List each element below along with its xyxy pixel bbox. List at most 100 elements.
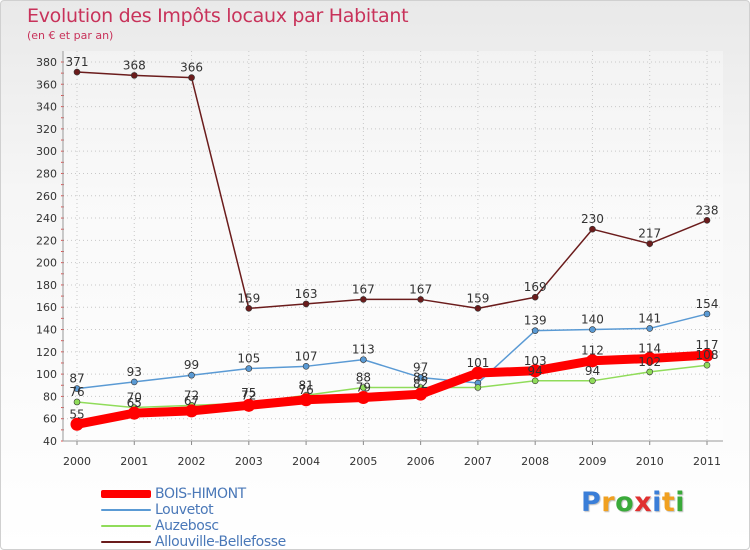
data-label-auzebosc: 88 — [413, 370, 428, 384]
data-point-bois-himont — [643, 352, 657, 366]
data-point-bois-himont — [700, 348, 714, 362]
data-label-louvetot: 99 — [184, 358, 199, 372]
data-point-louvetot — [531, 327, 539, 334]
data-label-bois-himont: 67 — [184, 394, 199, 408]
data-label-auzebosc: 108 — [696, 348, 719, 362]
data-label-auzebosc: 81 — [298, 378, 313, 392]
data-label-bois-himont: 55 — [69, 407, 84, 421]
y-tick-label: 360 — [36, 78, 57, 91]
chart-subtitle: (en € et par an) — [27, 29, 114, 42]
y-tick-label: 240 — [36, 212, 57, 225]
logo-letter: i — [675, 487, 686, 518]
data-label-bois-himont: 117 — [696, 338, 719, 352]
data-label-louvetot: 141 — [638, 311, 661, 325]
data-point-auzebosc — [474, 384, 482, 391]
data-label-allouville-bellefosse: 368 — [123, 58, 146, 72]
legend-label-allouville-bellefosse: Allouville-Bellefosse — [155, 534, 286, 550]
data-label-allouville-bellefosse: 163 — [295, 287, 318, 301]
x-tick-label: 2006 — [407, 455, 435, 468]
data-label-allouville-bellefosse: 217 — [638, 227, 661, 241]
data-label-louvetot: 97 — [413, 360, 428, 374]
data-point-louvetot — [302, 363, 310, 370]
data-label-allouville-bellefosse: 159 — [237, 291, 260, 305]
data-label-auzebosc: 70 — [127, 391, 142, 405]
data-point-bois-himont — [585, 354, 599, 368]
y-tick-label: 80 — [43, 390, 57, 403]
data-point-allouville-bellefosse — [360, 296, 367, 303]
data-point-bois-himont — [242, 398, 256, 412]
chart-title: Evolution des Impôts locaux par Habitant — [27, 5, 409, 27]
legend-item-bois-himont: BOIS-HIMONT — [101, 486, 286, 502]
data-point-louvetot — [73, 385, 81, 392]
x-tick-label: 2011 — [693, 455, 721, 468]
data-label-bois-himont: 76 — [298, 383, 313, 397]
legend-item-allouville-bellefosse: Allouville-Bellefosse — [101, 534, 286, 550]
data-point-bois-himont — [471, 366, 485, 380]
logo-letter: o — [615, 487, 635, 518]
logo-letter: x — [634, 487, 653, 518]
y-tick-label: 60 — [43, 413, 57, 426]
logo-letter: r — [601, 487, 616, 518]
proxiti-logo: Proxiti — [581, 487, 685, 518]
data-label-allouville-bellefosse: 169 — [524, 280, 547, 294]
data-label-louvetot: 93 — [127, 365, 142, 379]
data-point-bois-himont — [70, 417, 84, 431]
data-label-bois-himont: 72 — [241, 388, 256, 402]
data-label-bois-himont: 114 — [638, 342, 661, 356]
x-tick-label: 2002 — [178, 455, 206, 468]
data-point-louvetot — [360, 356, 367, 363]
data-point-bois-himont — [185, 404, 199, 418]
data-label-louvetot: 139 — [524, 314, 547, 328]
legend-label-louvetot: Louvetot — [155, 502, 214, 518]
x-tick-label: 2003 — [235, 455, 263, 468]
data-point-bois-himont — [356, 391, 370, 405]
data-label-bois-himont: 101 — [466, 356, 489, 370]
data-label-allouville-bellefosse: 366 — [180, 61, 203, 75]
data-point-louvetot — [589, 326, 596, 333]
data-point-auzebosc — [646, 368, 654, 376]
legend-swatch-auzebosc — [101, 525, 151, 527]
logo-letter: i — [652, 487, 662, 518]
x-tick-label: 2005 — [349, 455, 377, 468]
data-point-auzebosc — [73, 398, 81, 406]
y-tick-label: 380 — [36, 56, 57, 69]
data-label-auzebosc: 75 — [241, 386, 256, 400]
y-tick-label: 200 — [36, 257, 57, 270]
legend-swatch-bois-himont — [101, 490, 151, 498]
data-point-louvetot — [646, 325, 654, 332]
data-point-auzebosc — [589, 377, 596, 385]
y-tick-label: 120 — [36, 346, 57, 359]
data-label-bois-himont: 65 — [127, 396, 142, 410]
data-point-auzebosc — [360, 384, 367, 391]
data-point-auzebosc — [531, 377, 539, 385]
y-tick-label: 180 — [36, 279, 57, 292]
y-tick-label: 280 — [36, 167, 57, 180]
data-point-louvetot — [703, 310, 711, 318]
legend-item-louvetot: Louvetot — [101, 502, 286, 518]
x-tick-label: 2000 — [63, 455, 91, 468]
y-tick-label: 300 — [36, 145, 57, 158]
data-label-louvetot: 107 — [295, 349, 318, 363]
y-tick-label: 40 — [43, 435, 57, 448]
series-line-allouville-bellefosse — [76, 71, 708, 310]
data-label-auzebosc: 94 — [585, 364, 600, 378]
data-label-louvetot: 140 — [581, 313, 604, 327]
data-point-bois-himont — [528, 364, 542, 378]
data-point-bois-himont — [127, 406, 141, 420]
y-tick-label: 140 — [36, 324, 57, 337]
chart-legend: BOIS-HIMONT Louvetot Auzebosc Allouville… — [101, 486, 286, 550]
y-tick-label: 220 — [36, 234, 57, 247]
data-label-auzebosc: 72 — [184, 388, 199, 402]
data-point-louvetot — [417, 374, 424, 381]
data-label-louvetot: 87 — [69, 372, 84, 386]
legend-label-bois-himont: BOIS-HIMONT — [155, 486, 246, 502]
legend-swatch-louvetot — [101, 509, 151, 511]
data-point-allouville-bellefosse — [73, 68, 81, 76]
x-tick-label: 2008 — [521, 455, 549, 468]
data-point-allouville-bellefosse — [245, 305, 253, 312]
y-tick-label: 320 — [36, 123, 57, 136]
data-point-bois-himont — [414, 387, 428, 401]
data-point-allouville-bellefosse — [589, 225, 596, 233]
